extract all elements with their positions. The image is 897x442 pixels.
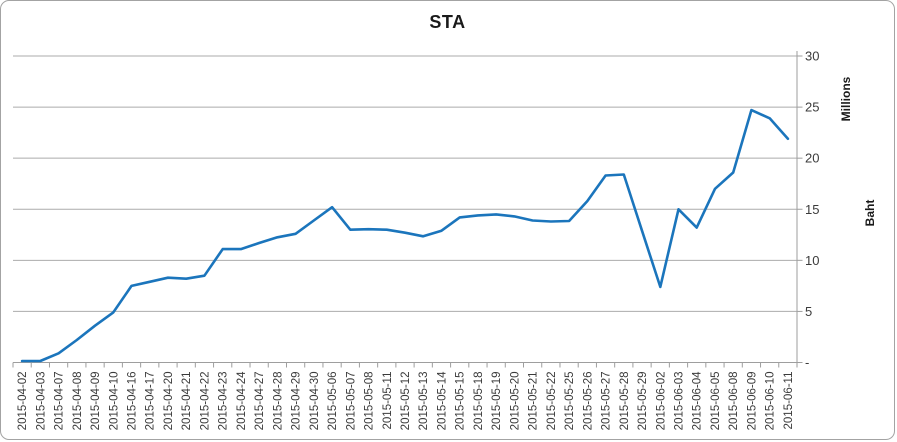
x-tick-label: 2015-06-04: [692, 371, 704, 430]
x-tick-label: 2015-04-20: [163, 372, 175, 431]
x-tick-label: 2015-04-03: [35, 372, 47, 431]
x-tick-label: 2015-04-27: [254, 372, 266, 431]
x-tick-label: 2015-05-14: [436, 371, 448, 430]
x-tick-label: 2015-04-02: [17, 372, 29, 431]
chart-title: STA: [429, 12, 466, 32]
x-tick-label: 2015-04-30: [309, 372, 321, 431]
x-tick-label: 2015-05-19: [491, 372, 503, 431]
x-tick-label: 2015-04-24: [236, 371, 248, 430]
y-tick-label: 10: [805, 253, 819, 268]
y-tick-label: 25: [805, 100, 819, 115]
x-tick-label: 2015-06-05: [710, 372, 722, 431]
x-tick-label: 2015-05-27: [601, 372, 613, 431]
x-tick-label: 2015-04-09: [90, 372, 102, 431]
x-tick-label: 2015-06-11: [783, 372, 795, 430]
y-tick-label: 5: [805, 304, 812, 319]
y-tick-label: 15: [805, 202, 819, 217]
x-tick-label: 2015-05-11: [382, 372, 394, 430]
x-tick-label: 2015-05-13: [418, 372, 430, 431]
x-tick-label: 2015-05-07: [345, 372, 357, 431]
x-tick-label: 2015-05-26: [582, 372, 594, 431]
x-tick-label: 2015-05-29: [637, 372, 649, 431]
x-tick-label: 2015-05-25: [564, 372, 576, 431]
x-tick-label: 2015-04-29: [291, 372, 303, 431]
x-tick-label: 2015-04-22: [199, 372, 211, 431]
x-tick-label: 2015-05-15: [455, 371, 467, 430]
x-tick-label: 2015-06-09: [746, 372, 758, 431]
x-tick-label: 2015-04-16: [127, 372, 139, 431]
y-tick-label: 20: [805, 151, 819, 166]
x-tick-label: 2015-06-02: [655, 372, 667, 431]
x-tick-label: 2015-04-23: [218, 372, 230, 431]
x-tick-label: 2015-05-08: [364, 372, 376, 431]
x-tick-label: 2015-04-07: [54, 372, 66, 431]
x-tick-label: 2015-05-18: [473, 372, 485, 431]
series-line-sta: [20, 108, 790, 363]
y-tick-label: 30: [805, 49, 819, 64]
y-tick-label: -: [805, 355, 809, 370]
x-tick-label: 2015-05-22: [546, 372, 558, 431]
x-tick-label: 2015-06-03: [673, 372, 685, 431]
x-tick-label: 2015-04-21: [181, 372, 193, 431]
x-tick-label: 2015-05-12: [400, 372, 412, 431]
x-tick-label: 2015-05-20: [509, 372, 521, 431]
x-tick-label: 2015-05-06: [327, 372, 339, 431]
x-tick-label: 2015-04-28: [272, 372, 284, 431]
x-tick-label: 2015-05-28: [619, 372, 631, 431]
x-tick-label: 2015-04-17: [145, 372, 157, 431]
x-tick-label: 2015-04-10: [108, 372, 120, 431]
x-tick-label: 2015-04-08: [72, 372, 84, 431]
x-tick-label: 2015-05-21: [528, 372, 540, 431]
x-tick-label: 2015-06-08: [728, 372, 740, 431]
x-tick-label: 2015-06-10: [765, 372, 777, 431]
